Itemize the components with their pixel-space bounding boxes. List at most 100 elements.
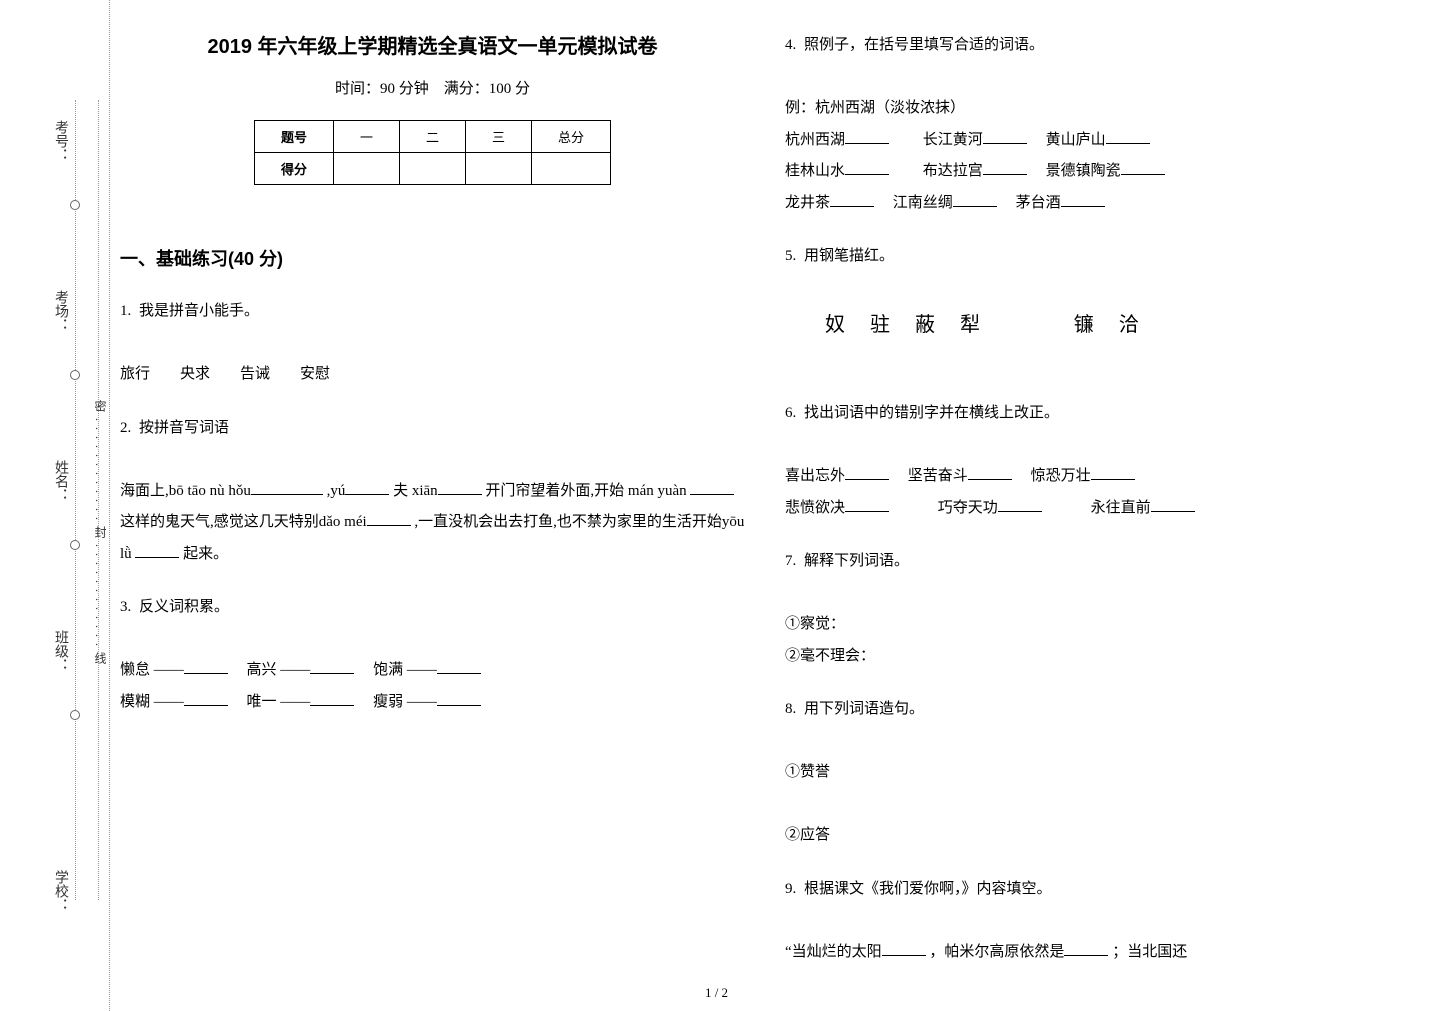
exam-subtitle: 时间：90 分钟 满分：100 分	[120, 77, 745, 98]
question-3: 3. 反义词积累。 懒怠 —— 高兴 —— 饱满 —— 模糊 —— 唯一 —— …	[120, 592, 745, 718]
blank[interactable]	[438, 480, 482, 495]
score-header: 总分	[532, 121, 611, 153]
question-8: 8. 用下列词语造句。 ①赞誉 ②应答	[785, 694, 1410, 852]
q8-item2: ②应答	[785, 827, 830, 843]
q1-num: 1.	[120, 303, 131, 319]
q1-text: 我是拼音小能手。	[139, 303, 259, 319]
question-9: 9. 根据课文《我们爱你啊，》内容填空。 “当灿烂的太阳 ，帕米尔高原依然是 ；…	[785, 874, 1410, 969]
binding-label-examno: 考号：	[50, 120, 70, 162]
blank[interactable]	[690, 480, 734, 495]
blank[interactable]	[1106, 129, 1150, 144]
score-row-label: 得分	[254, 153, 333, 185]
q6-item: 巧夺天功	[938, 500, 998, 516]
q4-item: 杭州西湖	[785, 132, 845, 148]
score-header: 三	[466, 121, 532, 153]
binding-hole	[70, 540, 80, 550]
blank[interactable]	[310, 691, 354, 706]
q2-seg: 这样的鬼天气,感觉这几天特别dǎo méi	[120, 514, 367, 530]
binding-hole	[70, 710, 80, 720]
q4-item: 景德镇陶瓷	[1046, 163, 1121, 179]
q6-item: 惊恐万壮	[1031, 468, 1091, 484]
q4-item: 茅台酒	[1016, 195, 1061, 211]
table-row: 题号 一 二 三 总分	[254, 121, 610, 153]
q6-item: 悲愤欲决	[785, 500, 845, 516]
score-table: 题号 一 二 三 总分 得分	[254, 120, 611, 185]
q3-pair: 饱满 ——	[373, 662, 437, 678]
q9-seg: ，帕米尔高原依然是	[929, 944, 1064, 960]
blank[interactable]	[882, 941, 926, 956]
question-2: 2. 按拼音写词语 海面上,bō tāo nù hǒu ,yú 夫 xiān 开…	[120, 413, 745, 571]
q3-pair: 模糊 ——	[120, 694, 184, 710]
blank[interactable]	[953, 192, 997, 207]
q6-num: 6.	[785, 405, 796, 421]
left-column: 2019 年六年级上学期精选全真语文一单元模拟试卷 时间：90 分钟 满分：10…	[120, 30, 745, 980]
q3-pair: 懒怠 ——	[120, 662, 184, 678]
q6-item: 喜出忘外	[785, 468, 845, 484]
blank[interactable]	[367, 511, 411, 526]
blank[interactable]	[830, 192, 874, 207]
blank[interactable]	[983, 160, 1027, 175]
q7-item2: ②毫不理会：	[785, 648, 875, 664]
binding-label-school: 学校：	[50, 870, 70, 912]
section-heading: 一、基础练习(40 分)	[120, 245, 745, 271]
q2-seg: 起来。	[183, 546, 228, 562]
binding-seal-text: 密............封............线	[92, 400, 109, 670]
q7-num: 7.	[785, 553, 796, 569]
q4-text: 照例子，在括号里填写合适的词语。	[804, 37, 1044, 53]
q8-num: 8.	[785, 701, 796, 717]
blank[interactable]	[968, 465, 1012, 480]
q9-seg: ；当北国还	[1112, 944, 1187, 960]
q2-num: 2.	[120, 420, 131, 436]
blank[interactable]	[437, 659, 481, 674]
q9-text: 根据课文《我们爱你啊，》内容填空。	[804, 881, 1052, 897]
q1-words: 旅行 央求 告诫 安慰	[120, 366, 330, 382]
blank[interactable]	[437, 691, 481, 706]
blank[interactable]	[1151, 497, 1195, 512]
blank[interactable]	[1061, 192, 1105, 207]
blank[interactable]	[845, 465, 889, 480]
q4-item: 桂林山水	[785, 163, 845, 179]
q2-seg: 开门帘望着外面,开始 mán yuàn	[485, 483, 690, 499]
q4-item: 江南丝绸	[893, 195, 953, 211]
blank[interactable]	[135, 543, 179, 558]
q4-item: 长江黄河	[923, 132, 983, 148]
blank[interactable]	[184, 659, 228, 674]
q9-line: “当灿烂的太阳 ，帕米尔高原依然是 ；当北国还	[785, 944, 1187, 960]
blank[interactable]	[310, 659, 354, 674]
binding-hole	[70, 200, 80, 210]
q6-text: 找出词语中的错别字并在横线上改正。	[804, 405, 1059, 421]
binding-label-class: 班级：	[50, 630, 70, 672]
blank[interactable]	[845, 129, 889, 144]
q2-seg: ,yú	[327, 483, 346, 499]
blank[interactable]	[845, 497, 889, 512]
q3-text: 反义词积累。	[139, 599, 229, 615]
q6-item: 永往直前	[1091, 500, 1151, 516]
exam-title: 2019 年六年级上学期精选全真语文一单元模拟试卷	[120, 30, 745, 59]
q4-example: 例：杭州西湖（淡妆浓抹）	[785, 100, 965, 116]
blank[interactable]	[1091, 465, 1135, 480]
blank[interactable]	[998, 497, 1042, 512]
q2-body: 海面上,bō tāo nù hǒu ,yú 夫 xiān 开门帘望着外面,开始 …	[120, 483, 744, 562]
blank[interactable]	[1064, 941, 1108, 956]
question-6: 6. 找出词语中的错别字并在横线上改正。 喜出忘外 坚苦奋斗 惊恐万壮 悲愤欲决…	[785, 398, 1410, 524]
q2-seg: 夫 xiān	[393, 483, 438, 499]
q3-pair: 高兴 ——	[247, 662, 311, 678]
blank[interactable]	[845, 160, 889, 175]
blank[interactable]	[251, 480, 323, 495]
score-header: 二	[399, 121, 465, 153]
q8-item1: ①赞誉	[785, 764, 830, 780]
blank[interactable]	[1121, 160, 1165, 175]
q2-seg: 海面上,bō tāo nù hǒu	[120, 483, 251, 499]
q4-item: 黄山庐山	[1046, 132, 1106, 148]
q4-item: 布达拉宫	[923, 163, 983, 179]
blank[interactable]	[184, 691, 228, 706]
binding-dotted-line	[75, 100, 76, 900]
q7-text: 解释下列词语。	[804, 553, 909, 569]
q5-num: 5.	[785, 248, 796, 264]
q2-text: 按拼音写词语	[139, 420, 229, 436]
blank[interactable]	[983, 129, 1027, 144]
q5-calli2: 镰 洽	[1074, 314, 1149, 336]
binding-label-room: 考场：	[50, 290, 70, 332]
blank[interactable]	[345, 480, 389, 495]
q7-item1: ①察觉：	[785, 616, 845, 632]
